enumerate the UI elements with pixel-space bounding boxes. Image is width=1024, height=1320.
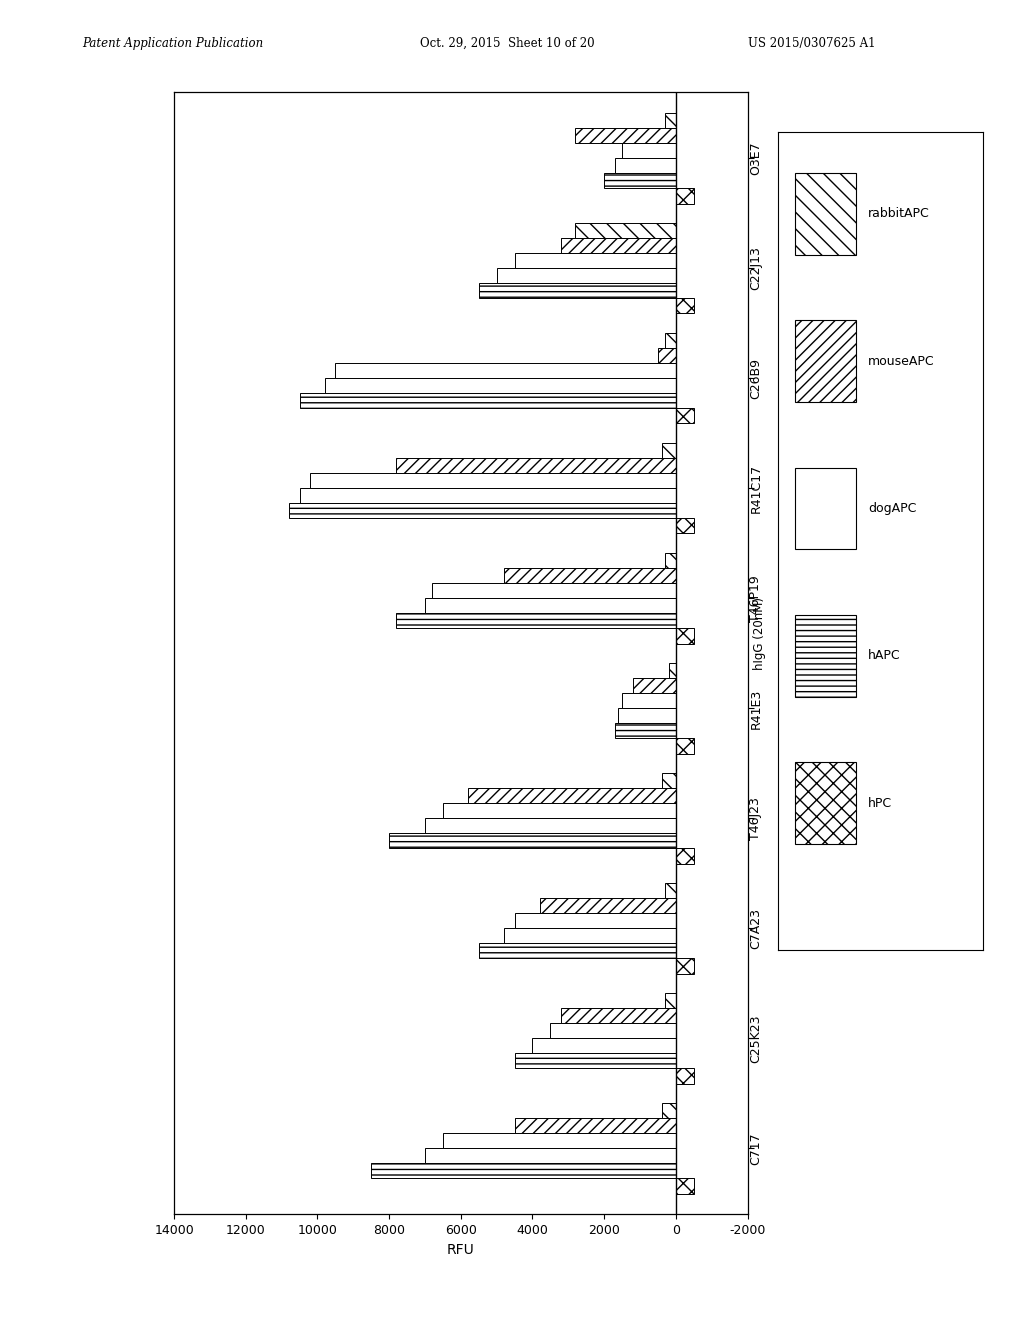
- Bar: [310, 474, 676, 488]
- Bar: [666, 333, 676, 348]
- Bar: [633, 678, 676, 693]
- Bar: [514, 913, 676, 928]
- Bar: [442, 804, 676, 818]
- Bar: [662, 444, 676, 458]
- Bar: [618, 709, 676, 723]
- Text: hIgG (20nM): hIgG (20nM): [753, 597, 766, 671]
- Bar: [676, 849, 694, 863]
- Text: rabbitAPC: rabbitAPC: [868, 207, 930, 220]
- Bar: [676, 189, 694, 203]
- Bar: [396, 458, 676, 474]
- Bar: [676, 408, 694, 424]
- Bar: [662, 774, 676, 788]
- Bar: [514, 1053, 676, 1068]
- Text: Patent Application Publication: Patent Application Publication: [82, 37, 263, 50]
- Bar: [514, 253, 676, 268]
- Text: hAPC: hAPC: [868, 649, 901, 663]
- Bar: [299, 488, 676, 503]
- Bar: [425, 1148, 676, 1163]
- Bar: [504, 928, 676, 944]
- Bar: [396, 614, 676, 628]
- Bar: [336, 363, 676, 379]
- Bar: [497, 268, 676, 284]
- Bar: [575, 223, 676, 239]
- FancyBboxPatch shape: [795, 467, 856, 549]
- Bar: [540, 899, 676, 913]
- Text: hPC: hPC: [868, 796, 893, 809]
- X-axis label: RFU: RFU: [446, 1242, 475, 1257]
- Bar: [299, 393, 676, 408]
- FancyBboxPatch shape: [795, 321, 856, 403]
- Text: US 2015/0307625 A1: US 2015/0307625 A1: [748, 37, 876, 50]
- Bar: [425, 818, 676, 833]
- Bar: [614, 158, 676, 173]
- Bar: [676, 519, 694, 533]
- Bar: [504, 569, 676, 583]
- Bar: [325, 379, 676, 393]
- Bar: [479, 284, 676, 298]
- Bar: [676, 1068, 694, 1084]
- Bar: [371, 1163, 676, 1179]
- Bar: [669, 663, 676, 678]
- Bar: [676, 628, 694, 644]
- Bar: [514, 1118, 676, 1134]
- Bar: [561, 239, 676, 253]
- Bar: [676, 958, 694, 974]
- Bar: [623, 144, 676, 158]
- Bar: [532, 1039, 676, 1053]
- Bar: [575, 128, 676, 144]
- Bar: [604, 173, 676, 189]
- FancyBboxPatch shape: [795, 173, 856, 255]
- Text: dogAPC: dogAPC: [868, 502, 916, 515]
- FancyBboxPatch shape: [795, 762, 856, 843]
- Bar: [425, 598, 676, 614]
- Bar: [614, 723, 676, 738]
- Text: mouseAPC: mouseAPC: [868, 355, 935, 368]
- Bar: [479, 944, 676, 958]
- Bar: [662, 1104, 676, 1118]
- Bar: [658, 348, 676, 363]
- Bar: [468, 788, 676, 804]
- Bar: [432, 583, 676, 598]
- Bar: [666, 553, 676, 569]
- Bar: [676, 1179, 694, 1193]
- Bar: [676, 738, 694, 754]
- Bar: [551, 1023, 676, 1039]
- Bar: [666, 883, 676, 899]
- Text: Oct. 29, 2015  Sheet 10 of 20: Oct. 29, 2015 Sheet 10 of 20: [420, 37, 595, 50]
- Bar: [561, 1008, 676, 1023]
- Bar: [666, 114, 676, 128]
- Bar: [389, 833, 676, 849]
- Bar: [623, 693, 676, 709]
- Bar: [442, 1134, 676, 1148]
- Bar: [666, 993, 676, 1008]
- Bar: [289, 503, 676, 519]
- FancyBboxPatch shape: [795, 615, 856, 697]
- Bar: [676, 298, 694, 313]
